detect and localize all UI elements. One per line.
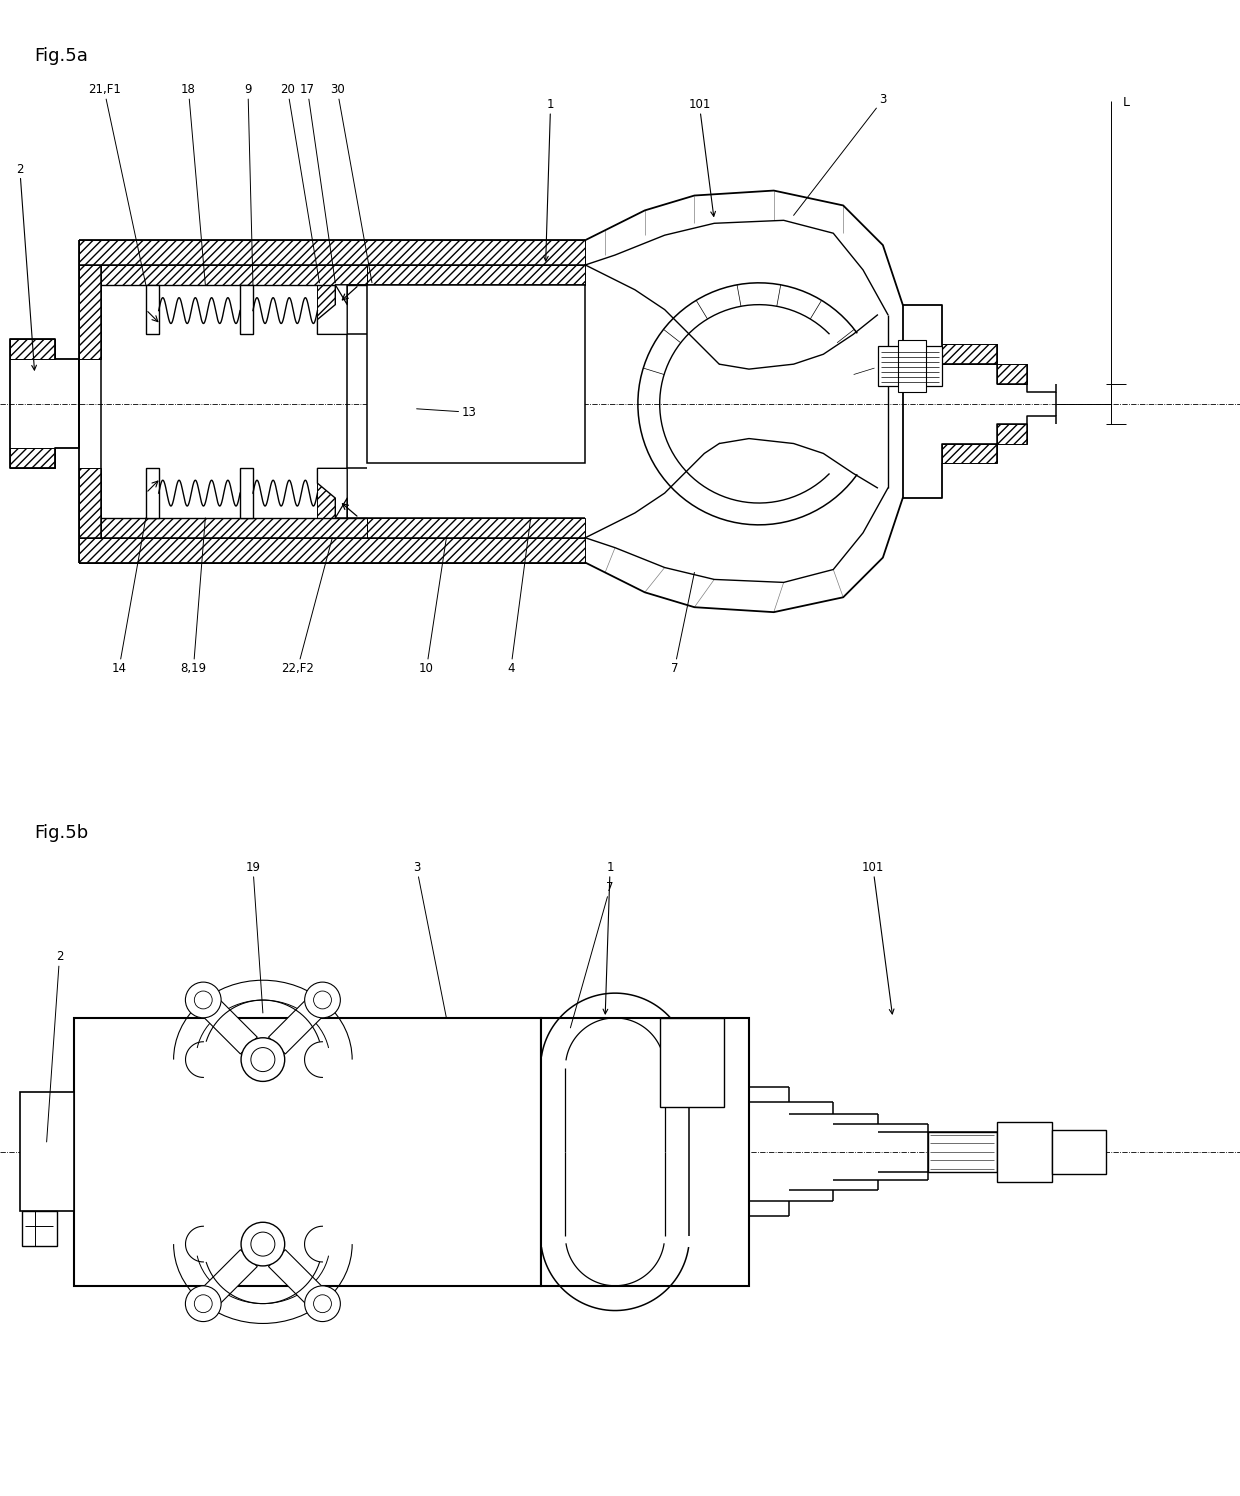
Polygon shape — [195, 1249, 257, 1312]
Polygon shape — [942, 344, 997, 364]
Text: 1: 1 — [543, 99, 554, 260]
Circle shape — [186, 981, 221, 1017]
Text: L: L — [1122, 96, 1130, 109]
Polygon shape — [241, 284, 253, 335]
Text: 3: 3 — [413, 862, 446, 1017]
Text: 2: 2 — [47, 950, 63, 1141]
Text: 22,F2: 22,F2 — [281, 537, 332, 675]
Text: Fig.5a: Fig.5a — [35, 46, 88, 64]
Polygon shape — [317, 483, 335, 518]
Circle shape — [195, 990, 212, 1008]
Polygon shape — [997, 364, 1027, 384]
Text: 7: 7 — [671, 573, 694, 675]
Polygon shape — [269, 1249, 331, 1312]
Text: 20: 20 — [280, 84, 320, 283]
Text: 3: 3 — [794, 93, 887, 215]
Polygon shape — [367, 265, 585, 284]
Polygon shape — [317, 284, 335, 320]
Polygon shape — [997, 1122, 1052, 1182]
Text: 17: 17 — [300, 84, 335, 283]
Circle shape — [250, 1047, 275, 1071]
Polygon shape — [878, 346, 942, 386]
Text: 19: 19 — [246, 862, 263, 1013]
Text: 7: 7 — [570, 881, 614, 1028]
Text: 21,F1: 21,F1 — [88, 84, 146, 284]
Polygon shape — [1052, 1129, 1106, 1174]
Circle shape — [195, 1296, 212, 1312]
Polygon shape — [997, 423, 1027, 443]
Polygon shape — [74, 1017, 541, 1285]
Polygon shape — [241, 284, 253, 335]
Polygon shape — [79, 265, 102, 359]
Text: 30: 30 — [330, 84, 372, 283]
Text: 10: 10 — [419, 537, 446, 675]
Text: 13: 13 — [417, 405, 476, 419]
Circle shape — [250, 1233, 275, 1257]
Polygon shape — [367, 284, 585, 464]
Text: 101: 101 — [862, 862, 894, 1014]
Text: Fig.5b: Fig.5b — [35, 824, 89, 842]
Text: 2: 2 — [16, 163, 36, 370]
Polygon shape — [79, 468, 102, 537]
Circle shape — [305, 1287, 340, 1321]
Text: 8,19: 8,19 — [180, 518, 207, 675]
Text: 14: 14 — [112, 518, 146, 675]
Circle shape — [241, 1222, 285, 1266]
Circle shape — [314, 990, 331, 1008]
Polygon shape — [79, 241, 585, 265]
Polygon shape — [146, 468, 159, 518]
Polygon shape — [241, 468, 253, 518]
Polygon shape — [317, 468, 347, 518]
Text: 101: 101 — [688, 99, 715, 217]
Polygon shape — [195, 992, 257, 1055]
Circle shape — [305, 981, 340, 1017]
Text: 18: 18 — [181, 84, 206, 284]
Polygon shape — [102, 518, 367, 537]
Polygon shape — [898, 341, 925, 392]
Polygon shape — [541, 1017, 749, 1285]
Polygon shape — [146, 284, 159, 335]
Polygon shape — [269, 992, 331, 1055]
Polygon shape — [367, 518, 585, 537]
Polygon shape — [102, 265, 367, 284]
Polygon shape — [942, 443, 997, 464]
Text: 9: 9 — [244, 84, 253, 284]
Polygon shape — [241, 468, 253, 518]
Polygon shape — [146, 468, 159, 518]
Polygon shape — [928, 1132, 997, 1171]
Circle shape — [186, 1287, 221, 1321]
Polygon shape — [79, 537, 585, 562]
Polygon shape — [20, 1092, 74, 1212]
Text: 4: 4 — [507, 518, 531, 675]
Circle shape — [314, 1296, 331, 1312]
Polygon shape — [317, 284, 347, 335]
Polygon shape — [660, 1017, 724, 1107]
Polygon shape — [10, 340, 55, 359]
Polygon shape — [10, 449, 55, 468]
Polygon shape — [146, 284, 159, 335]
Text: 1: 1 — [603, 862, 614, 1014]
Polygon shape — [22, 1212, 57, 1246]
Circle shape — [241, 1038, 285, 1082]
